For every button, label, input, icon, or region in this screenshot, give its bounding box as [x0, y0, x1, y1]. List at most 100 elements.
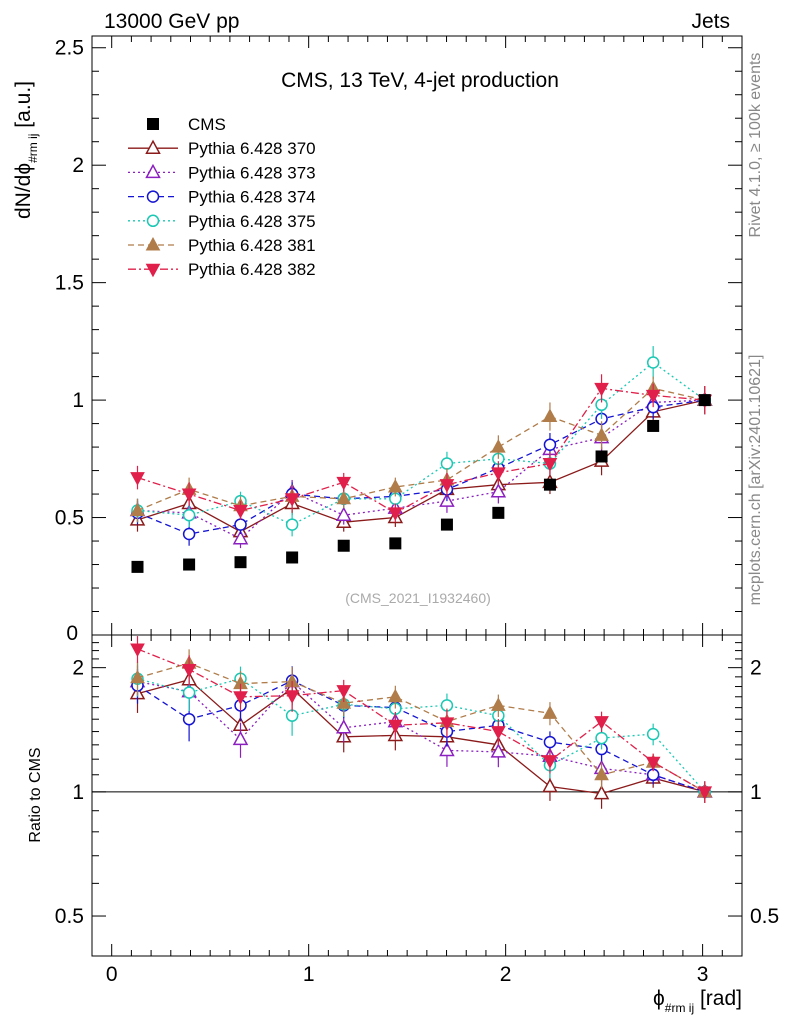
legend-entry: CMS [147, 115, 226, 134]
ratio-point [182, 712, 196, 726]
series-line [137, 387, 705, 512]
x-axis-label: ϕ#rm ij [rad] [653, 987, 742, 1015]
series-line [137, 399, 705, 533]
series-point [542, 458, 558, 472]
series-point [646, 356, 660, 369]
series-point [182, 527, 196, 541]
ratio-point [593, 785, 610, 800]
x-label-unit: [rad] [694, 987, 742, 1010]
data-point [234, 556, 247, 569]
main-y-label-unit: [a.u.] [12, 81, 35, 134]
ratio-point [645, 756, 661, 771]
series-point [335, 506, 352, 521]
ratio-y-tick-label-right: 1 [750, 781, 762, 804]
series-line [137, 399, 705, 540]
ratio-point [130, 643, 145, 658]
data-point [595, 450, 608, 463]
series-point [387, 507, 403, 521]
series-point [130, 502, 145, 517]
ratio-point [233, 691, 248, 705]
series-point [594, 382, 609, 397]
main-y-tick-label: 1 [72, 389, 84, 412]
data-point [337, 539, 350, 552]
ratio-point [335, 719, 352, 734]
x-tick-label: 3 [697, 963, 709, 986]
ratio-point [336, 695, 352, 709]
ratio-point [336, 685, 352, 699]
data-point [647, 419, 660, 432]
legend-marker [146, 190, 160, 203]
series-point [440, 457, 454, 470]
ratio-y-axis-label: Ratio to CMS [27, 747, 44, 842]
ratio-y-tick-label-right: 2 [750, 657, 762, 680]
legend-entry: Pythia 6.428 382 [128, 260, 316, 279]
series-point [490, 483, 507, 498]
analysis-watermark: (CMS_2021_I1932460) [345, 590, 491, 606]
header-left: 13000 GeV pp [104, 10, 239, 33]
main-title: CMS, 13 TeV, 4-jet production [281, 69, 559, 92]
ratio-point [387, 688, 403, 703]
ratio-panel: 0 1 2 3 0.5 0.5 1 1 2 2 [55, 634, 779, 986]
svg-text:dN/dϕ#rm ij [a.u.]: dN/dϕ#rm ij [a.u.] [12, 81, 40, 219]
ratio-series-line [137, 680, 706, 793]
data-point [389, 537, 402, 550]
main-y-tick-label: 0.5 [55, 507, 84, 530]
legend-marker [145, 139, 161, 154]
main-y-label-sub: #rm ij [26, 134, 40, 163]
ratio-point [491, 697, 506, 711]
legend-marker [146, 214, 160, 228]
x-label-sub: #rm ij [665, 1001, 694, 1015]
series-point [182, 508, 196, 522]
series-point [232, 530, 249, 545]
series-point [491, 467, 506, 481]
x-label-main: ϕ [653, 987, 665, 1010]
main-y-tick-label: 1.5 [55, 272, 84, 295]
legend-marker [147, 118, 159, 130]
ratio-y-tick-label: 2 [72, 657, 84, 680]
series-point [594, 427, 609, 441]
x-tick-label: 1 [303, 963, 315, 986]
main-y-zero-label: 0 [66, 622, 78, 645]
ratio-y-tick-label: 0.5 [55, 905, 84, 928]
legend-entry: Pythia 6.428 381 [128, 236, 316, 255]
main-y-tick-label: 2.5 [55, 37, 84, 60]
series-point [645, 389, 661, 404]
legend-entry: Pythia 6.428 374 [128, 188, 316, 207]
ratio-y-tick-label: 1 [72, 781, 84, 804]
legend-marker [145, 163, 161, 179]
legend-marker [145, 236, 161, 251]
series-line [137, 399, 705, 535]
ratio-point [594, 716, 609, 730]
ratio-frame [91, 634, 743, 957]
series-point [284, 493, 300, 507]
series-point [233, 505, 248, 519]
header-right: Jets [691, 10, 730, 33]
ratio-point [439, 741, 455, 757]
ratio-point [439, 717, 455, 731]
series-point [285, 518, 299, 531]
ratio-series-line [137, 648, 706, 793]
main-y-tick-label: 2 [72, 154, 84, 177]
main-y-axis-label: dN/dϕ#rm ij [a.u.] [12, 81, 40, 219]
ratio-point [542, 755, 558, 769]
legend-marker [145, 263, 161, 278]
ratio-point [646, 727, 660, 741]
data-point [698, 394, 711, 407]
ratio-point [232, 730, 249, 746]
series-point [336, 476, 352, 491]
series-line [137, 387, 705, 514]
legend-label: Pythia 6.428 382 [188, 260, 316, 279]
ratio-series-line [137, 679, 706, 793]
legend-label: Pythia 6.428 381 [188, 236, 316, 255]
legend-label: Pythia 6.428 370 [188, 139, 316, 158]
series-point [491, 439, 506, 453]
series-point [336, 490, 352, 505]
data-point [543, 478, 556, 491]
ratio-point [543, 735, 557, 749]
ratio-point [490, 743, 507, 758]
ratio-point [387, 719, 403, 734]
ratio-point [182, 686, 196, 699]
x-tick-label: 0 [106, 963, 118, 986]
series-point [181, 488, 197, 503]
